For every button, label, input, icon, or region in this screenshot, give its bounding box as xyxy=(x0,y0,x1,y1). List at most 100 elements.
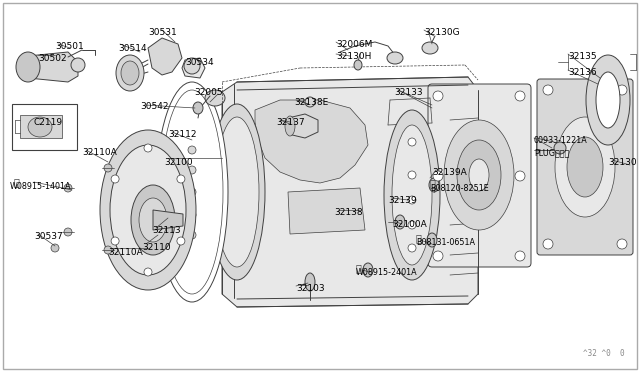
Ellipse shape xyxy=(16,52,40,82)
Circle shape xyxy=(408,196,416,204)
Text: 32137: 32137 xyxy=(276,118,305,127)
Ellipse shape xyxy=(28,117,52,137)
Text: W08915-1401A: W08915-1401A xyxy=(10,182,72,191)
Text: 30534: 30534 xyxy=(185,58,214,67)
Ellipse shape xyxy=(596,72,620,128)
Circle shape xyxy=(305,97,315,107)
Text: 30501: 30501 xyxy=(55,42,84,51)
Text: 32139A: 32139A xyxy=(432,168,467,177)
Polygon shape xyxy=(222,77,478,307)
Text: 32112: 32112 xyxy=(168,130,196,139)
Polygon shape xyxy=(28,52,78,82)
Text: 32138: 32138 xyxy=(334,208,363,217)
Circle shape xyxy=(617,239,627,249)
Circle shape xyxy=(71,58,85,72)
Circle shape xyxy=(515,91,525,101)
Circle shape xyxy=(188,231,196,239)
Circle shape xyxy=(177,237,185,245)
FancyBboxPatch shape xyxy=(537,79,633,255)
Ellipse shape xyxy=(131,185,175,255)
Text: 32138E: 32138E xyxy=(294,98,328,107)
Circle shape xyxy=(51,244,59,252)
Text: 32113: 32113 xyxy=(152,226,180,235)
Polygon shape xyxy=(20,115,62,138)
Ellipse shape xyxy=(457,140,501,210)
Ellipse shape xyxy=(363,263,373,277)
Text: B08131-0651A: B08131-0651A xyxy=(416,238,475,247)
Circle shape xyxy=(543,239,553,249)
Text: 32130H: 32130H xyxy=(336,52,371,61)
Ellipse shape xyxy=(110,145,186,275)
Text: 32133: 32133 xyxy=(394,88,422,97)
Polygon shape xyxy=(182,58,205,78)
Circle shape xyxy=(64,184,72,192)
Ellipse shape xyxy=(139,198,167,242)
Ellipse shape xyxy=(209,104,265,280)
Text: 00933-1221A: 00933-1221A xyxy=(534,136,588,145)
Text: 32006M: 32006M xyxy=(336,40,372,49)
Text: 30502: 30502 xyxy=(38,54,67,63)
Circle shape xyxy=(408,171,416,179)
Text: W08915-2401A: W08915-2401A xyxy=(356,268,418,277)
Ellipse shape xyxy=(395,215,405,229)
Ellipse shape xyxy=(586,55,630,145)
Circle shape xyxy=(184,58,200,74)
Text: Ⓦ: Ⓦ xyxy=(355,263,361,273)
Text: 32136: 32136 xyxy=(568,68,596,77)
Ellipse shape xyxy=(422,42,438,54)
Ellipse shape xyxy=(392,125,432,265)
Circle shape xyxy=(408,244,416,252)
Ellipse shape xyxy=(116,55,144,91)
Circle shape xyxy=(188,188,196,196)
Circle shape xyxy=(617,85,627,95)
Ellipse shape xyxy=(555,117,615,217)
Ellipse shape xyxy=(469,159,489,191)
Text: C2119: C2119 xyxy=(34,118,63,127)
Circle shape xyxy=(188,146,196,154)
Circle shape xyxy=(408,221,416,229)
Ellipse shape xyxy=(444,120,514,230)
Circle shape xyxy=(433,91,443,101)
Text: 30531: 30531 xyxy=(148,28,177,37)
Ellipse shape xyxy=(156,82,228,302)
Text: ⒲: ⒲ xyxy=(415,233,421,243)
Circle shape xyxy=(144,144,152,152)
Circle shape xyxy=(111,237,119,245)
Polygon shape xyxy=(153,210,183,230)
Text: 32103: 32103 xyxy=(296,284,324,293)
Text: Ⓦ: Ⓦ xyxy=(13,177,19,187)
FancyBboxPatch shape xyxy=(12,104,77,150)
Text: 30537: 30537 xyxy=(34,232,63,241)
Ellipse shape xyxy=(427,233,437,247)
Text: 32135: 32135 xyxy=(568,52,596,61)
Text: 32110A: 32110A xyxy=(108,248,143,257)
Ellipse shape xyxy=(354,60,362,70)
Ellipse shape xyxy=(285,116,295,136)
Text: 32005: 32005 xyxy=(194,88,223,97)
Polygon shape xyxy=(255,100,368,183)
Circle shape xyxy=(433,171,443,181)
FancyBboxPatch shape xyxy=(428,84,531,267)
Text: PLUGプラグ: PLUGプラグ xyxy=(534,148,569,157)
Polygon shape xyxy=(288,188,365,234)
Text: 32139: 32139 xyxy=(388,196,417,205)
Circle shape xyxy=(515,251,525,261)
Text: 32110A: 32110A xyxy=(82,148,116,157)
Circle shape xyxy=(104,246,112,254)
Circle shape xyxy=(188,211,196,219)
Text: ⒲: ⒲ xyxy=(429,178,435,188)
Circle shape xyxy=(111,175,119,183)
Circle shape xyxy=(177,175,185,183)
Circle shape xyxy=(188,166,196,174)
Text: ^32 ^0  0: ^32 ^0 0 xyxy=(584,349,625,358)
Circle shape xyxy=(433,251,443,261)
Circle shape xyxy=(408,138,416,146)
Ellipse shape xyxy=(193,102,203,114)
Circle shape xyxy=(543,85,553,95)
Ellipse shape xyxy=(387,52,403,64)
Circle shape xyxy=(554,142,566,154)
Text: 32130G: 32130G xyxy=(424,28,460,37)
Circle shape xyxy=(515,171,525,181)
Ellipse shape xyxy=(384,110,440,280)
Text: B08120-8251E: B08120-8251E xyxy=(430,184,489,193)
